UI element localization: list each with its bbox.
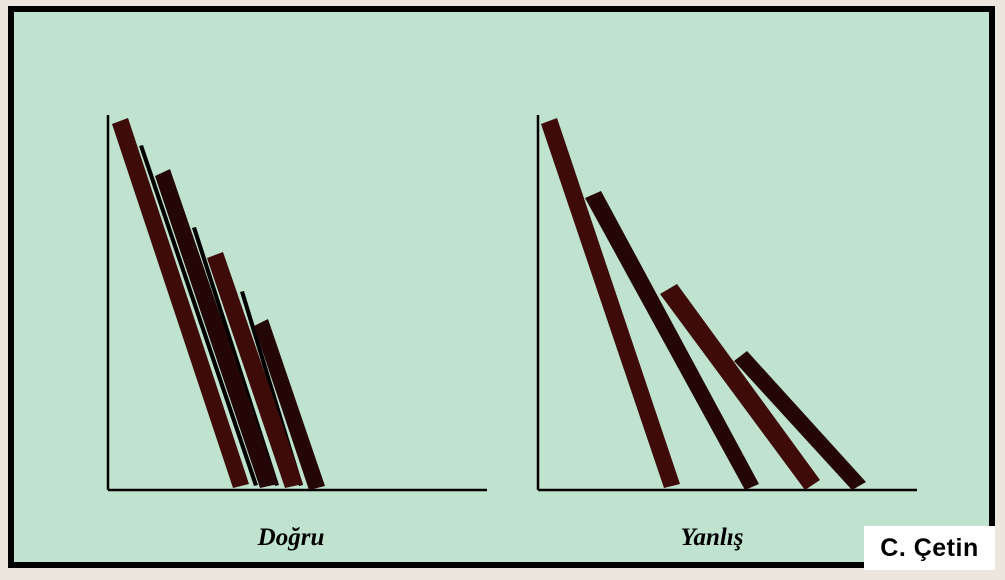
- bar-2: [155, 169, 278, 488]
- bar-3: [207, 252, 303, 488]
- bar-4: [734, 351, 866, 490]
- bar-1: [541, 118, 680, 488]
- panel-incorrect: Yanlış: [536, 115, 917, 551]
- bar-3: [660, 284, 820, 490]
- panel-correct: Doğru: [106, 115, 487, 551]
- bar-4: [254, 319, 325, 490]
- credit-text: C. Çetin: [880, 533, 979, 562]
- bar-1: [112, 118, 249, 488]
- separator-strip: [192, 227, 279, 486]
- separator-strip: [139, 145, 258, 486]
- credit-label: C. Çetin: [864, 526, 995, 570]
- separator-strip: [240, 291, 303, 486]
- caption-correct: Doğru: [257, 524, 325, 551]
- caption-incorrect: Yanlış: [680, 524, 743, 551]
- bar-2: [585, 191, 759, 490]
